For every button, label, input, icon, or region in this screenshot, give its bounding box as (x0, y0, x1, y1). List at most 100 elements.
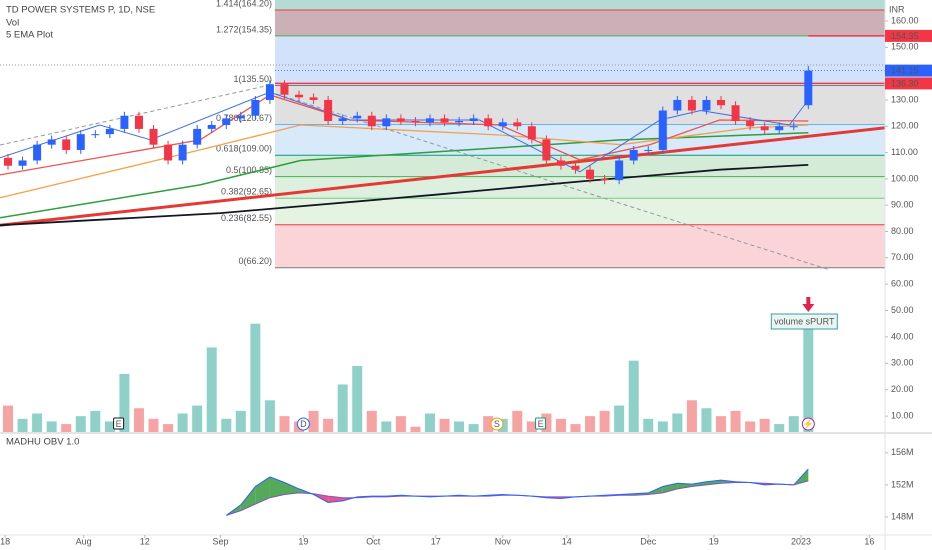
annotation-box (770, 313, 838, 330)
candle-body (18, 160, 27, 166)
candle-body (469, 118, 478, 122)
event-label: S (494, 419, 500, 429)
candle-body (105, 128, 114, 135)
volume-bar (221, 418, 232, 432)
event-icon (113, 417, 125, 430)
candle-body (382, 118, 391, 127)
fib-band (275, 155, 885, 177)
candle-body (571, 165, 580, 170)
volume-bar (512, 410, 523, 432)
y-tick-label: 40.00 (891, 331, 914, 341)
candle-body (207, 124, 216, 129)
candle-body (396, 118, 405, 122)
y-tick-label: 30.00 (891, 358, 914, 368)
volume-bar (686, 400, 697, 432)
volume-bar (788, 416, 799, 432)
volume-bar (3, 405, 14, 432)
obv-fill (662, 483, 678, 493)
fib-band (275, 9, 885, 36)
y-tick-label: 110.00 (891, 147, 918, 157)
volume-bar (279, 416, 290, 432)
volume-bar (614, 405, 625, 432)
volume-bar (803, 323, 814, 432)
obv-fill (269, 476, 285, 498)
candle-body (527, 126, 536, 140)
candle-body (91, 134, 100, 136)
candle-body (717, 99, 726, 106)
y-tick-label: 80.00 (891, 226, 914, 236)
volume-bar (46, 421, 57, 432)
x-tick-label: 17 (431, 536, 441, 546)
candle-body (120, 115, 129, 129)
candle-body (62, 139, 71, 150)
volume-bar (61, 424, 72, 432)
fib-band (275, 0, 885, 10)
x-tick-label: 16 (864, 536, 874, 546)
x-tick-label: Oct (366, 536, 381, 546)
volume-bar (716, 416, 727, 432)
volume-bar (148, 418, 159, 432)
volume-bar (192, 405, 203, 432)
candle-body (673, 99, 682, 111)
y-tick-label: 90.00 (891, 200, 914, 210)
volume-bar (17, 418, 28, 432)
candle-body (644, 149, 653, 151)
candle-body (353, 115, 362, 119)
volume-bar (104, 421, 115, 432)
candle-body (251, 99, 260, 116)
fib-label: 0.5(100.85) (226, 165, 272, 175)
candle-body (586, 169, 595, 179)
candle-body (760, 126, 769, 131)
volume-bar (555, 418, 566, 432)
ema-line (0, 132, 809, 219)
x-tick-label: 19 (709, 536, 719, 546)
y-tick-label: 20.00 (891, 384, 914, 394)
y-tick-label: 60.00 (891, 278, 914, 288)
candle-body (513, 122, 522, 127)
candle-body (789, 126, 798, 128)
volume-bar (439, 418, 450, 432)
obv-fill (677, 483, 692, 489)
x-tick-label: Aug (76, 536, 92, 546)
candle-body (731, 105, 740, 122)
candle-body (615, 160, 624, 181)
obv-line (226, 468, 809, 516)
y-tick-label: 10.00 (891, 411, 914, 421)
volume-bar (774, 424, 785, 432)
candle-body (484, 118, 493, 127)
volume-bar (599, 410, 610, 432)
volume-bar (337, 384, 348, 432)
volume-bar (75, 416, 86, 432)
candle-body (222, 118, 231, 125)
fib-band (275, 198, 885, 225)
candle-body (746, 121, 755, 127)
candle-body (134, 115, 143, 129)
fib-label: 0.236(82.55) (221, 213, 272, 223)
y-tick-label: 160.00 (891, 15, 919, 25)
volume-bar (308, 410, 319, 432)
volume-bar (745, 421, 756, 432)
x-tick-label: 12 (140, 536, 150, 546)
volume-bar (468, 424, 479, 432)
currency: INR (889, 4, 905, 14)
y-tick-label: 148M (891, 511, 914, 521)
price-tag-label: 141.15 (891, 66, 919, 76)
event-icon (296, 417, 310, 431)
ema-line (0, 126, 886, 227)
event-icon (490, 417, 504, 431)
price-tag (885, 64, 932, 77)
volume-bar (657, 421, 668, 432)
x-tick-label: 18 (0, 536, 10, 546)
obv-fill (284, 482, 300, 495)
event-icon (801, 417, 815, 431)
volume-bar (643, 418, 654, 432)
candle-body (164, 144, 173, 161)
y-tick-label: 152M (891, 479, 914, 489)
chart-title: TD POWER SYSTEMS P, 1D, NSE (6, 5, 155, 16)
volume-bar (585, 416, 596, 432)
x-tick-label: Dec (640, 536, 657, 546)
obv-fill (691, 481, 707, 487)
candle-body (178, 144, 187, 161)
volume-bar (366, 410, 377, 432)
